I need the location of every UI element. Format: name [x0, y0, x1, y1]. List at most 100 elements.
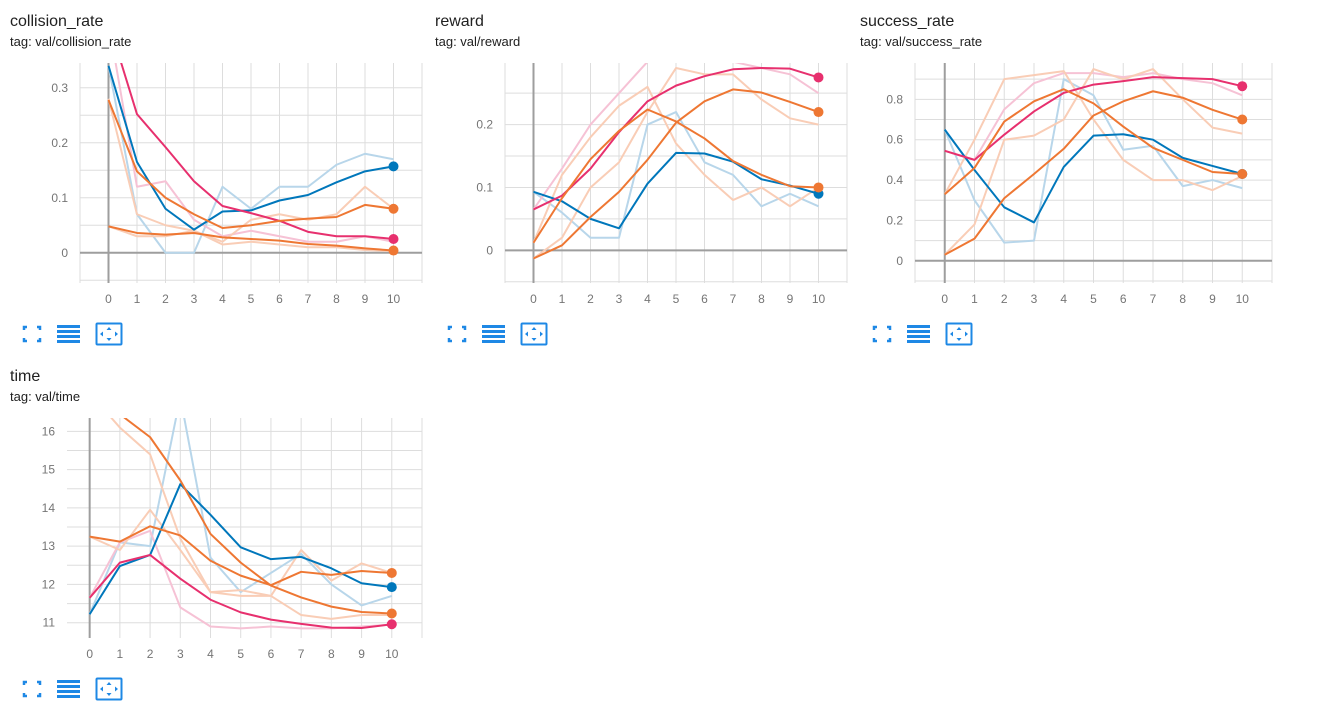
chart-card-reward: reward tag: val/reward 0 0.1 0.2 0 1 2 3 4 5 6 7 8 9…	[435, 12, 855, 362]
y-tick-label: 0	[896, 254, 903, 268]
y-tick-label: 14	[42, 501, 56, 515]
series-end-point	[386, 619, 397, 630]
series-line	[944, 76, 1243, 161]
series-line	[533, 67, 819, 211]
x-tick-label: 6	[276, 292, 283, 306]
expand-icon[interactable]	[20, 322, 48, 346]
y-tick-label: 0.8	[886, 92, 903, 106]
y-tick-labels: 11 12 13 14 15 16	[42, 424, 56, 629]
toggle-lines-icon[interactable]	[57, 322, 85, 346]
chart-title: collision_rate	[10, 13, 104, 30]
y-tick-labels: 0 0.1 0.2 0.3	[51, 81, 68, 260]
series-raw-line	[110, 418, 392, 620]
x-tick-label: 10	[1236, 292, 1250, 306]
x-tick-labels: 0 1 2 3 4 5 6 7 8 9 10	[530, 292, 825, 306]
x-tick-label: 7	[305, 292, 312, 306]
x-tick-label: 3	[177, 647, 184, 661]
x-tick-label: 1	[559, 292, 566, 306]
chart-card-success-rate: success_rate tag: val/success_rate 0 0.2 0…	[860, 12, 1280, 362]
y-tick-label: 16	[42, 424, 56, 438]
chart-title: reward	[435, 13, 484, 30]
line-chart-reward[interactable]: 0 0.1 0.2 0 1 2 3 4 5 6 7 8 9 10	[435, 55, 855, 320]
y-tick-label: 0.1	[51, 191, 68, 205]
x-tick-label: 6	[1120, 292, 1127, 306]
y-tick-label: 11	[43, 616, 56, 630]
series-raw-line	[89, 508, 393, 597]
series-end-point	[1237, 169, 1248, 180]
series-raw-line	[943, 70, 1243, 195]
y-tick-labels: 0 0.2 0.4 0.6 0.8	[886, 92, 903, 267]
line-chart-success-rate[interactable]: 0 0.2 0.4 0.6 0.8 0 1 2 3 4 5 6 7 8 9 10	[860, 55, 1280, 320]
x-tick-label: 2	[587, 292, 594, 306]
series-raw-line	[88, 418, 393, 615]
expand-icon[interactable]	[870, 322, 898, 346]
x-tick-label: 3	[616, 292, 623, 306]
series-raw-line	[944, 68, 1243, 256]
y-tick-label: 0.1	[476, 180, 493, 194]
series-area	[943, 68, 1243, 256]
chart-tag: tag: val/success_rate	[860, 34, 983, 49]
x-tick-labels: 0 1 2 3 4 5 6 7 8 9 10	[105, 292, 400, 306]
fit-domain-icon[interactable]	[95, 322, 123, 346]
x-tick-label: 5	[1090, 292, 1097, 306]
series-end-point	[1237, 114, 1248, 125]
chart-tag: tag: val/reward	[435, 34, 521, 49]
x-tick-label: 8	[328, 647, 335, 661]
line-chart-collision-rate[interactable]: 0 0.1 0.2 0.3 0 1 2 3 4 5 6 7 8 9 10	[10, 55, 430, 320]
fit-domain-icon[interactable]	[945, 322, 973, 346]
series-raw-line	[532, 85, 820, 244]
x-tick-labels: 0 1 2 3 4 5 6 7 8 9 10	[86, 647, 398, 661]
series-raw-line	[107, 65, 394, 254]
series-end-point	[386, 582, 397, 593]
series-area	[107, 63, 395, 254]
x-tick-label: 7	[298, 647, 305, 661]
series-line	[123, 418, 392, 615]
x-tick-label: 5	[248, 292, 255, 306]
x-tick-label: 4	[644, 292, 651, 306]
chart-title: time	[10, 368, 41, 385]
x-tick-label: 0	[941, 292, 948, 306]
x-tick-label: 8	[333, 292, 340, 306]
y-tick-labels: 0 0.1 0.2	[476, 118, 493, 258]
series-line	[88, 553, 392, 630]
x-tick-label: 0	[530, 292, 537, 306]
series-line	[107, 99, 394, 229]
series-end-point	[813, 107, 824, 118]
series-line	[120, 63, 394, 240]
series-raw-line	[532, 67, 819, 260]
y-tick-label: 12	[42, 577, 56, 591]
series-line	[532, 108, 819, 244]
expand-icon[interactable]	[445, 322, 473, 346]
x-tick-label: 0	[105, 292, 112, 306]
x-tick-label: 5	[237, 647, 244, 661]
series-raw-line	[107, 98, 395, 243]
series-raw-line	[114, 63, 394, 243]
series-end-point	[813, 182, 824, 193]
x-tick-label: 5	[673, 292, 680, 306]
toggle-lines-icon[interactable]	[57, 677, 85, 701]
series-raw-line	[532, 111, 819, 239]
grid	[67, 418, 423, 638]
series-end-point	[388, 203, 399, 214]
toggle-lines-icon[interactable]	[482, 322, 510, 346]
series-area	[88, 418, 393, 630]
expand-icon[interactable]	[20, 677, 48, 701]
series-end-point	[388, 245, 399, 256]
x-tick-label: 4	[1060, 292, 1067, 306]
grid	[79, 63, 423, 283]
x-tick-label: 2	[1001, 292, 1008, 306]
y-tick-label: 0.2	[476, 118, 493, 132]
chart-tag: tag: val/time	[10, 389, 81, 404]
x-tick-label: 10	[385, 647, 399, 661]
y-tick-label: 0	[61, 246, 68, 260]
y-tick-label: 13	[42, 539, 56, 553]
toggle-lines-icon[interactable]	[907, 322, 935, 346]
x-tick-label: 7	[1150, 292, 1157, 306]
fit-domain-icon[interactable]	[95, 677, 123, 701]
series-raw-line	[108, 225, 394, 253]
fit-domain-icon[interactable]	[520, 322, 548, 346]
series-end-point	[386, 567, 397, 578]
x-tick-label: 6	[701, 292, 708, 306]
series-end-point	[813, 72, 824, 83]
